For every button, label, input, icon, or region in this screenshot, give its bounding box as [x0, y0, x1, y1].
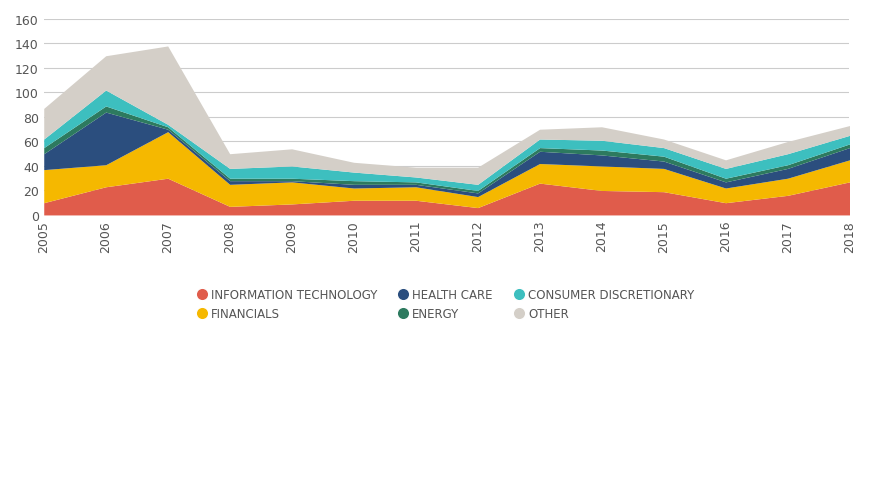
Legend: INFORMATION TECHNOLOGY, FINANCIALS, HEALTH CARE, ENERGY, CONSUMER DISCRETIONARY,: INFORMATION TECHNOLOGY, FINANCIALS, HEAL…	[194, 284, 699, 325]
